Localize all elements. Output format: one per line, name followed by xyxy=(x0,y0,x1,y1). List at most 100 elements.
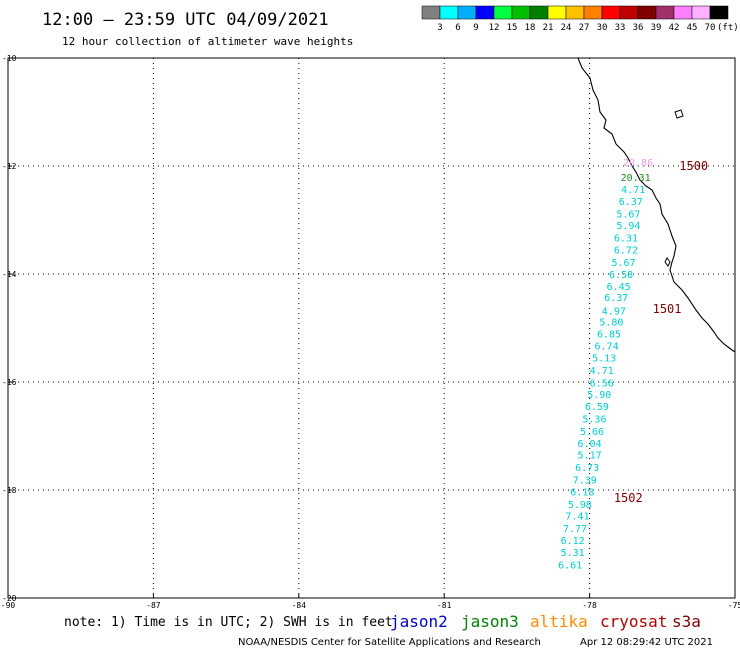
y-tick-label: -10 xyxy=(2,54,17,63)
x-tick-label: -78 xyxy=(582,601,597,610)
swh-value-label: 6.58 xyxy=(609,270,633,281)
colorbar-label: 12 xyxy=(489,23,500,33)
colorbar-swatch xyxy=(547,5,567,20)
swh-value-label: 6.72 xyxy=(614,245,638,256)
swh-value-label: 5.36 xyxy=(582,415,606,426)
swh-value-label: 7.41 xyxy=(565,512,589,523)
y-tick-label: -16 xyxy=(2,378,17,387)
satellite-legend-cryosat: cryosat xyxy=(600,612,667,631)
coastal-islet-icon xyxy=(664,257,671,267)
colorbar-swatch xyxy=(439,5,459,20)
colorbar-label: 33 xyxy=(615,23,626,33)
island-icon xyxy=(674,109,684,119)
swh-value-label: 5.67 xyxy=(611,258,635,269)
colorbar-label: 36 xyxy=(633,23,644,33)
colorbar-swatch xyxy=(709,5,729,20)
satellite-legend: jason2 jason3 altika cryosat s3a xyxy=(390,612,701,631)
swh-value-label: 6.04 xyxy=(578,439,602,450)
pass-labels: 1500 1501 1502 xyxy=(614,159,708,505)
colorbar: 3 6 9 12 15 18 21 24 27 30 33 36 39 42 45 70 xyxy=(421,5,729,33)
credit-text: NOAA/NESDIS Center for Satellite Applica… xyxy=(238,637,541,648)
timestamp-text: Apr 12 08:29:42 UTC 2021 xyxy=(580,637,713,648)
map-grid xyxy=(8,58,735,598)
colorbar-label: 42 xyxy=(669,23,680,33)
colorbar-label: 9 xyxy=(473,23,478,33)
swh-value-label: 5.94 xyxy=(616,221,640,232)
x-axis-ticks: -90 -87 -84 -81 -78 -75 xyxy=(1,594,740,610)
x-tick-label: -75 xyxy=(728,601,740,610)
colorbar-units: (ft) xyxy=(717,23,739,33)
colorbar-label: 24 xyxy=(561,23,572,33)
peru-coastline xyxy=(577,57,736,353)
swh-value-label: 5.31 xyxy=(561,548,585,559)
swh-value-label: 4.71 xyxy=(621,185,645,196)
x-tick-label: -90 xyxy=(1,601,16,610)
colorbar-label: 21 xyxy=(543,23,554,33)
swh-value-label: 5.90 xyxy=(587,390,611,401)
swh-value-label: 5.98 xyxy=(568,500,592,511)
swh-value-label: 20.86 xyxy=(623,158,653,169)
colorbar-swatch xyxy=(421,5,441,20)
swh-value-label: 5.80 xyxy=(599,317,623,328)
satellite-legend-jason2: jason2 xyxy=(390,612,448,631)
satellite-legend-jason3: jason3 xyxy=(461,612,519,631)
y-tick-label: -14 xyxy=(2,270,17,279)
swh-value-label: 7.77 xyxy=(563,524,587,535)
swh-value-label: 4.97 xyxy=(602,307,626,318)
swh-value-label: 6.37 xyxy=(604,293,628,304)
x-tick-label: -87 xyxy=(146,601,161,610)
pass-number-label: 1502 xyxy=(614,491,643,505)
swh-value-label: 6.73 xyxy=(575,463,599,474)
colorbar-swatch xyxy=(493,5,513,20)
colorbar-swatch xyxy=(655,5,675,20)
wave-height-observations: 20.8620.314.716.375.675.946.316.725.676.… xyxy=(558,158,653,571)
colorbar-swatch xyxy=(457,5,477,20)
swh-value-label: 6.74 xyxy=(595,342,619,353)
x-tick-label: -81 xyxy=(437,601,452,610)
page-subtitle: 12 hour collection of altimeter wave hei… xyxy=(62,35,353,48)
y-tick-label: -20 xyxy=(2,594,17,603)
colorbar-swatch xyxy=(475,5,495,20)
y-tick-label: -18 xyxy=(2,486,17,495)
colorbar-swatch xyxy=(529,5,549,20)
swh-value-label: 7.39 xyxy=(573,476,597,487)
swh-value-label: 6.45 xyxy=(607,282,631,293)
swh-value-label: 5.66 xyxy=(580,427,604,438)
colorbar-swatch xyxy=(583,5,603,20)
swh-value-label: 6.59 xyxy=(585,402,609,413)
colorbar-label: 6 xyxy=(455,23,460,33)
swh-value-label: 4.71 xyxy=(590,366,614,377)
colorbar-swatch xyxy=(601,5,621,20)
colorbar-swatch xyxy=(511,5,531,20)
pass-number-label: 1500 xyxy=(679,159,708,173)
footer-note: note: 1) Time is in UTC; 2) SWH is in fe… xyxy=(64,615,393,630)
swh-value-label: 6.31 xyxy=(614,234,638,245)
colorbar-label: 27 xyxy=(579,23,590,33)
x-tick-label: -84 xyxy=(292,601,307,610)
swh-value-label: 6.61 xyxy=(558,560,582,571)
colorbar-swatch xyxy=(691,5,711,20)
satellite-legend-altika: altika xyxy=(530,612,588,631)
swh-value-label: 6.37 xyxy=(619,197,643,208)
colorbar-label: 3 xyxy=(437,23,442,33)
y-tick-label: -12 xyxy=(2,162,17,171)
page-title: 12:00 – 23:59 UTC 04/09/2021 xyxy=(42,10,329,30)
colorbar-label: 18 xyxy=(525,23,536,33)
colorbar-label: 39 xyxy=(651,23,662,33)
swh-value-label: 5.13 xyxy=(592,353,616,364)
colorbar-swatch xyxy=(637,5,657,20)
swh-value-label: 6.85 xyxy=(597,330,621,341)
swh-value-label: 6.12 xyxy=(561,536,585,547)
swh-value-label: 6.56 xyxy=(590,378,614,389)
pass-number-label: 1501 xyxy=(653,302,682,316)
colorbar-label: 70 xyxy=(705,23,716,33)
swh-value-label: 6.18 xyxy=(570,487,594,498)
colorbar-swatch xyxy=(619,5,639,20)
satellite-legend-s3a: s3a xyxy=(672,612,701,631)
colorbar-swatch xyxy=(565,5,585,20)
swh-value-label: 20.31 xyxy=(621,173,651,184)
map-frame xyxy=(7,57,736,599)
colorbar-label: 45 xyxy=(687,23,698,33)
